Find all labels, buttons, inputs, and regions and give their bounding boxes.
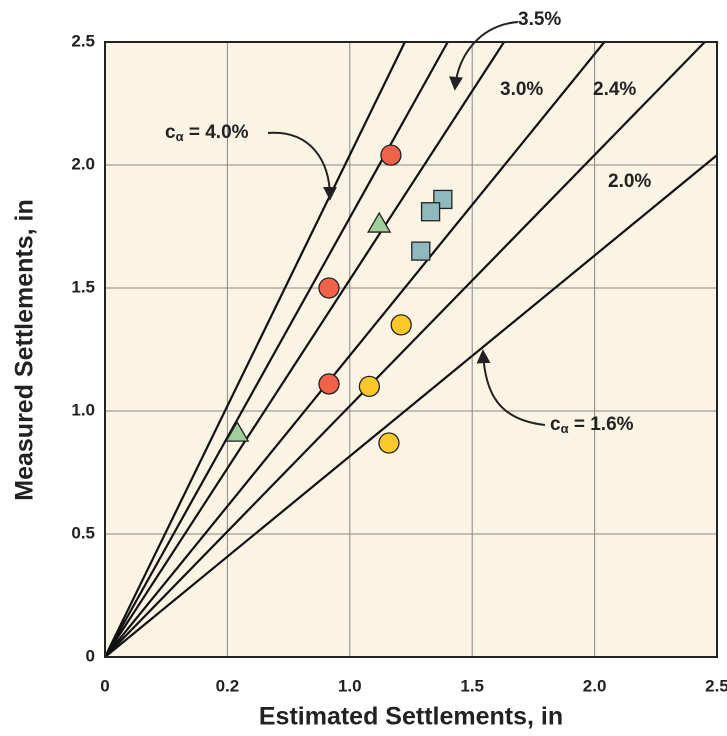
y-tick-label: 1.5	[71, 277, 95, 296]
y-tick-label: 0	[86, 646, 95, 665]
point	[378, 432, 400, 454]
point	[411, 241, 431, 261]
reference-line	[104, 154, 718, 658]
arrow	[476, 349, 546, 426]
x-tick-label: 0	[100, 676, 109, 695]
x-tick-label: 1.5	[460, 676, 484, 695]
label-part: = 1.6%	[569, 414, 634, 435]
label-part: = 4.0%	[184, 122, 249, 143]
point	[225, 420, 250, 442]
x-tick-label: 0.2	[216, 676, 240, 695]
x-tick-label: 2.5	[705, 676, 727, 695]
reference-line	[104, 41, 406, 658]
point	[380, 144, 402, 166]
x-tick-label: 2.0	[583, 676, 607, 695]
x-axis-label: Estimated Settlements, in	[259, 703, 563, 731]
y-axis-label: Measured Settlements, in	[11, 199, 39, 500]
point	[318, 373, 340, 395]
y-tick-label: 1.0	[71, 400, 95, 419]
label-part: c	[165, 122, 176, 143]
reference-line	[104, 41, 706, 658]
point	[390, 314, 412, 336]
line-label: 2.0%	[608, 171, 651, 192]
reference-line	[104, 41, 449, 658]
plot-frame	[104, 41, 718, 658]
line-label: cα = 4.0%	[165, 122, 249, 144]
y-tick-label: 2.0	[71, 154, 95, 173]
line-label: cα = 1.6%	[550, 414, 634, 436]
label-part: c	[550, 414, 561, 435]
reference-line	[104, 41, 505, 658]
point	[358, 375, 381, 398]
line-label: 3.5%	[518, 9, 561, 30]
line-label: 3.0%	[500, 79, 543, 100]
plot-background	[105, 42, 717, 657]
point	[318, 277, 340, 299]
arrow	[449, 21, 519, 91]
arrow	[267, 131, 337, 201]
point	[367, 211, 392, 233]
x-tick-label: 1.0	[338, 676, 362, 695]
label-subscript: α	[561, 421, 569, 436]
label-subscript: α	[176, 129, 184, 144]
line-label: 2.4%	[593, 79, 636, 100]
y-tick-label: 2.5	[71, 31, 95, 50]
reference-line	[104, 41, 606, 658]
point	[420, 202, 441, 222]
y-tick-label: 0.5	[71, 523, 95, 542]
